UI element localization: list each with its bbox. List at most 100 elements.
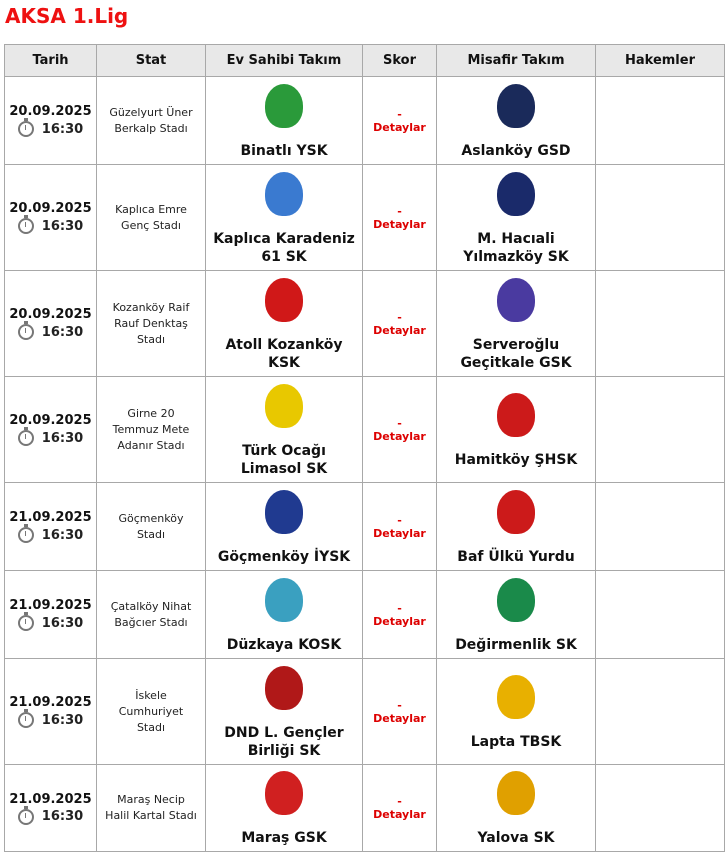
home-team-name[interactable]: Türk Ocağı Limasol SK <box>240 442 328 477</box>
away-team-cell[interactable]: Lapta TBSK <box>436 658 596 765</box>
away-team-name[interactable]: Aslanköy GSD <box>461 142 571 159</box>
match-date: 20.09.2025 <box>9 201 92 216</box>
column-header: Stat <box>96 44 206 77</box>
home-team-cell[interactable]: Düzkaya KOSK <box>205 570 363 659</box>
match-time: 16:30 <box>41 527 84 543</box>
score-cell: - Detaylar <box>362 570 437 659</box>
stopwatch-icon <box>17 612 34 631</box>
details-link[interactable]: Detaylar <box>373 614 426 628</box>
home-team-name[interactable]: DND L. Gençler Birliği SK <box>224 724 344 759</box>
home-team-cell[interactable]: Atoll Kozanköy KSK <box>205 270 363 377</box>
home-team-name[interactable]: Göçmenköy İYSK <box>217 548 351 565</box>
stopwatch-icon <box>17 709 34 728</box>
header-row: Tarih Stat Ev Sahibi Takım Skor Misafir Takı… <box>4 44 725 77</box>
home-team-logo[interactable] <box>265 489 303 534</box>
away-team-logo[interactable] <box>497 771 535 815</box>
match-date: 20.09.2025 <box>9 104 92 119</box>
score: - <box>397 107 402 121</box>
home-team-logo[interactable] <box>265 277 303 322</box>
away-team-logo[interactable] <box>497 83 535 128</box>
score: - <box>397 795 402 808</box>
home-team-cell[interactable]: Kaplıca Karadeniz 61 SK <box>205 164 363 271</box>
match-date: 21.09.2025 <box>9 598 92 613</box>
referees-cell <box>595 764 725 852</box>
home-team-cell[interactable]: Binatlı YSK <box>205 76 363 165</box>
away-team-name[interactable]: Hamitköy ŞHSK <box>454 451 578 468</box>
home-team-logo[interactable] <box>265 83 303 128</box>
details-link[interactable]: Detaylar <box>373 808 426 821</box>
details-link[interactable]: Detaylar <box>373 323 426 337</box>
away-team-name[interactable]: M. Hacıali Yılmazköy SK <box>463 230 569 265</box>
stadium-name: Kaplıca Emre Genç Stadı <box>115 202 187 232</box>
away-team-logo[interactable] <box>497 171 535 216</box>
away-team-cell[interactable]: Hamitköy ŞHSK <box>436 376 596 483</box>
away-team-cell[interactable]: Aslanköy GSD <box>436 76 596 165</box>
score-cell: - Detaylar <box>362 376 437 483</box>
away-team-name[interactable]: Lapta TBSK <box>470 733 562 750</box>
score-cell: - Detaylar <box>362 76 437 165</box>
details-link[interactable]: Detaylar <box>373 217 426 231</box>
date-cell: 20.09.2025 16:30 <box>4 76 97 165</box>
home-team-name[interactable]: Düzkaya KOSK <box>226 636 342 653</box>
away-team-name[interactable]: Yalova SK <box>477 830 555 846</box>
away-team-cell[interactable]: M. Hacıali Yılmazköy SK <box>436 164 596 271</box>
home-team-logo[interactable] <box>265 665 303 710</box>
details-link[interactable]: Detaylar <box>373 429 426 443</box>
match-row: 21.09.2025 16:30 Göçmenköy Stadı Göçmenk… <box>4 482 725 571</box>
home-team-cell[interactable]: DND L. Gençler Birliği SK <box>205 658 363 765</box>
date-cell: 21.09.2025 16:30 <box>4 658 97 765</box>
stadium-cell: Çatalköy Nihat Bağcıer Stadı <box>96 570 206 659</box>
stadium-cell: Kaplıca Emre Genç Stadı <box>96 164 206 271</box>
score-cell: - Detaylar <box>362 482 437 571</box>
stadium-cell: İskele Cumhuriyet Stadı <box>96 658 206 765</box>
match-time: 16:30 <box>41 324 84 340</box>
away-team-logo[interactable] <box>497 577 535 622</box>
stopwatch-icon <box>17 118 34 137</box>
score: - <box>397 204 402 218</box>
match-time: 16:30 <box>41 121 84 137</box>
match-time: 16:30 <box>41 809 84 824</box>
away-team-logo[interactable] <box>497 392 535 437</box>
stadium-name: Kozanköy Raif Rauf Denktaş Stadı <box>112 300 190 346</box>
away-team-name[interactable]: Serveroğlu Geçitkale GSK <box>460 336 572 371</box>
away-team-name[interactable]: Baf Ülkü Yurdu <box>457 548 575 565</box>
referees-cell <box>595 570 725 659</box>
home-team-logo[interactable] <box>265 771 303 815</box>
away-team-cell[interactable]: Yalova SK <box>436 764 596 852</box>
away-team-logo[interactable] <box>497 489 535 534</box>
away-team-cell[interactable]: Değirmenlik SK <box>436 570 596 659</box>
home-team-logo[interactable] <box>265 383 303 428</box>
stopwatch-icon <box>17 215 34 234</box>
away-team-logo[interactable] <box>497 277 535 322</box>
stadium-cell: Kozanköy Raif Rauf Denktaş Stadı <box>96 270 206 377</box>
match-row: 20.09.2025 16:30 Güzelyurt Üner Berkalp … <box>4 76 725 165</box>
match-row: 21.09.2025 16:30 Çatalköy Nihat Bağcıer … <box>4 570 725 659</box>
home-team-name[interactable]: Kaplıca Karadeniz 61 SK <box>213 230 355 265</box>
home-team-cell[interactable]: Türk Ocağı Limasol SK <box>205 376 363 483</box>
details-link[interactable]: Detaylar <box>373 120 426 134</box>
home-team-name[interactable]: Atoll Kozanköy KSK <box>225 336 343 371</box>
score-cell: - Detaylar <box>362 764 437 852</box>
date-cell: 21.09.2025 16:30 <box>4 764 97 852</box>
column-header: Skor <box>362 44 437 77</box>
home-team-logo[interactable] <box>265 171 303 216</box>
home-team-logo[interactable] <box>265 577 303 622</box>
home-team-name[interactable]: Maraş GSK <box>241 830 327 846</box>
home-team-cell[interactable]: Maraş GSK <box>205 764 363 852</box>
date-cell: 20.09.2025 16:30 <box>4 164 97 271</box>
home-team-cell[interactable]: Göçmenköy İYSK <box>205 482 363 571</box>
column-header: Tarih <box>4 44 97 77</box>
home-team-name[interactable]: Binatlı YSK <box>240 142 328 159</box>
details-link[interactable]: Detaylar <box>373 711 426 725</box>
column-header: Ev Sahibi Takım <box>205 44 363 77</box>
away-team-cell[interactable]: Baf Ülkü Yurdu <box>436 482 596 571</box>
referees-cell <box>595 376 725 483</box>
details-link[interactable]: Detaylar <box>373 526 426 540</box>
away-team-name[interactable]: Değirmenlik SK <box>455 636 577 653</box>
away-team-logo[interactable] <box>497 674 535 719</box>
referees-cell <box>595 164 725 271</box>
match-row: 20.09.2025 16:30 Girne 20 Temmuz Mete Ad… <box>4 376 725 483</box>
match-row: 21.09.2025 16:30 İskele Cumhuriyet Stadı… <box>4 658 725 765</box>
stopwatch-icon <box>17 321 34 340</box>
away-team-cell[interactable]: Serveroğlu Geçitkale GSK <box>436 270 596 377</box>
